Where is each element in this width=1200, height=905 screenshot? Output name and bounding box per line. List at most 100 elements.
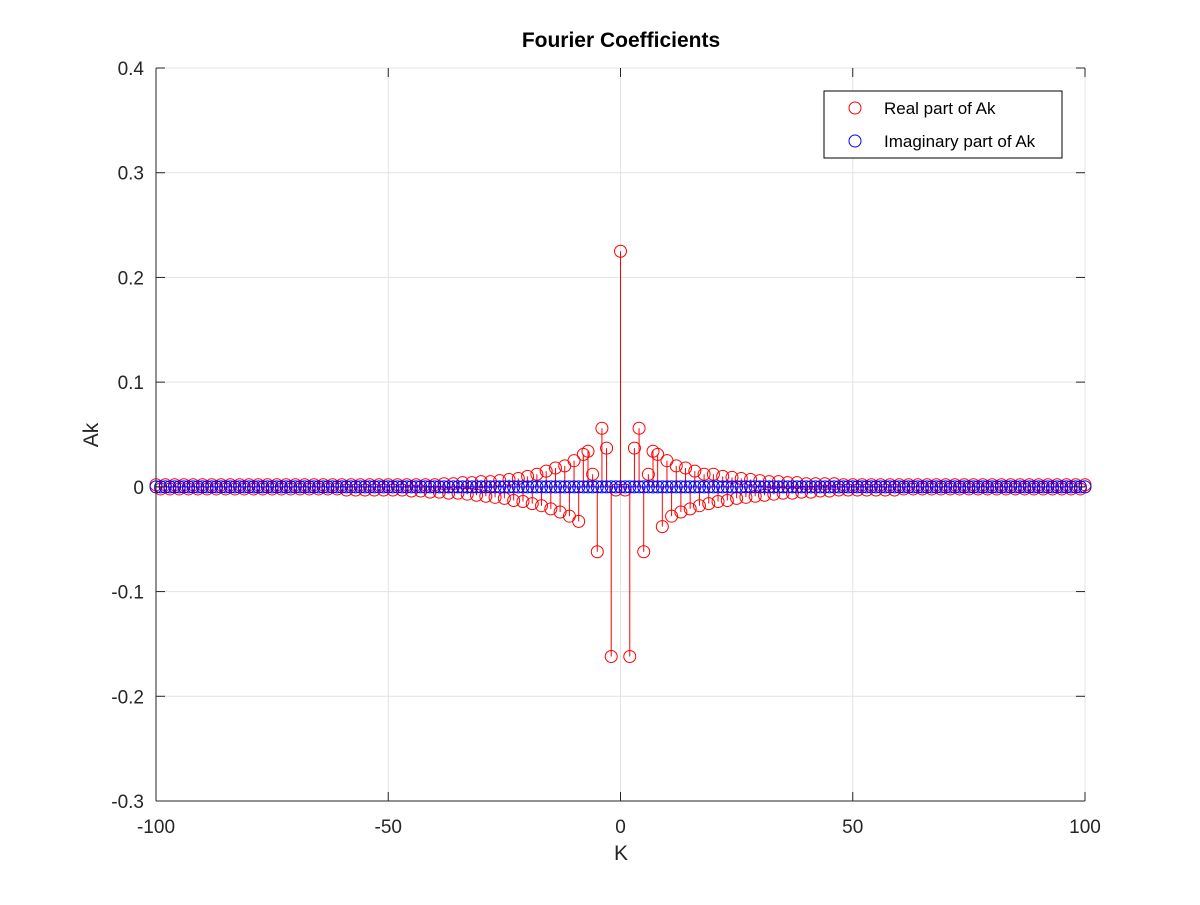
real-point [878,483,892,497]
imag-point [442,480,456,494]
imag-point [274,480,288,494]
real-point [544,502,558,516]
imag-point [739,480,753,494]
imag-point [1022,480,1036,494]
real-point [702,497,716,511]
real-point [590,545,604,559]
imag-point [353,480,367,494]
imag-point [307,480,321,494]
legend-label-real: Real part of Ak [884,99,996,118]
real-point [535,499,549,513]
real-point [655,520,669,534]
real-point [799,477,813,491]
imag-point [470,480,484,494]
imag-point [284,480,298,494]
imag-point [692,480,706,494]
imag-point [846,480,860,494]
imag-point [860,480,874,494]
imag-point [237,480,251,494]
x-tick-label: 0 [615,817,626,838]
imag-point [971,480,985,494]
imag-point [191,480,205,494]
imag-point [358,480,372,494]
imag-point [920,480,934,494]
imag-point [660,480,674,494]
imag-point [423,480,437,494]
imag-point [214,480,228,494]
imag-point [1073,480,1087,494]
imag-point [906,480,920,494]
imag-point [1036,480,1050,494]
real-point [641,467,655,481]
real-point [679,461,693,475]
imag-point [929,480,943,494]
imag-point [790,480,804,494]
real-point [507,493,521,507]
imag-point [1018,480,1032,494]
imag-point [627,480,641,494]
real-point [665,509,679,523]
imag-point [702,480,716,494]
imag-point [586,480,600,494]
real-point [818,477,832,491]
real-point [823,484,837,498]
imag-point [316,480,330,494]
real-point [646,444,660,458]
legend-box [823,90,1063,159]
imag-point [544,480,558,494]
imag-point [460,480,474,494]
imag-point [753,480,767,494]
imag-point [530,480,544,494]
imag-point [1045,480,1059,494]
imag-point [242,480,256,494]
real-point [618,483,632,497]
imag-point [418,480,432,494]
imag-point [590,480,604,494]
imag-point [395,480,409,494]
imag-point [567,480,581,494]
imag-point [339,480,353,494]
imag-point [581,480,595,494]
real-point [386,483,400,497]
y-tick-label: -0.3 [111,792,144,813]
imag-point [762,480,776,494]
imag-point [901,480,915,494]
imag-point [925,480,939,494]
imag-point [270,480,284,494]
imag-point [265,480,279,494]
imag-point [279,480,293,494]
real-point [674,505,688,519]
imag-point [683,480,697,494]
imag-point [943,480,957,494]
imag-point [251,480,265,494]
imag-point [994,480,1008,494]
imag-point [326,480,340,494]
real-point [581,444,595,458]
real-point [614,244,627,258]
imag-point [330,480,344,494]
imag-point [558,480,572,494]
real-point [832,483,846,497]
imag-point [488,480,502,494]
imag-point [209,480,223,494]
imag-point [655,480,669,494]
imag-point [836,480,850,494]
imag-point [967,480,981,494]
imag-point [502,480,516,494]
y-tick-label: -0.1 [111,583,144,604]
imag-point [767,480,781,494]
imag-point [600,480,614,494]
imag-point [312,480,326,494]
real-point [377,483,391,497]
real-point [637,545,651,559]
real-point [511,471,525,485]
imag-point [874,480,888,494]
imag-point [711,480,725,494]
real-point [516,495,530,509]
imag-point [302,480,316,494]
real-point [604,649,618,663]
legend: Real part of Ak Imaginary part of Ak [823,90,1063,159]
imag-point [576,480,590,494]
imag-point [609,480,623,494]
